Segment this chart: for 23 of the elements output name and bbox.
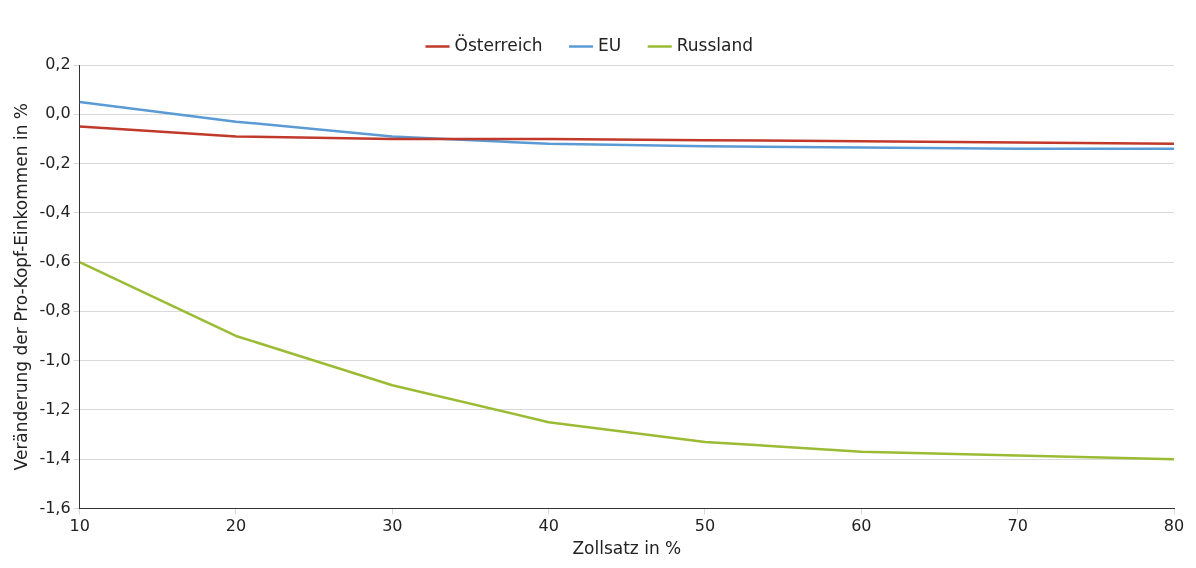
x-tick-label: 80	[1163, 516, 1185, 536]
legend-label: EU	[598, 34, 622, 55]
y-tick-label: -1,4	[39, 448, 71, 468]
x-tick-label: 40	[538, 516, 559, 536]
y-tick-label: -1,0	[39, 349, 71, 369]
x-tick-label: 20	[225, 516, 247, 536]
legend-label: Österreich	[454, 33, 543, 55]
y-tick-label: -0,8	[39, 300, 71, 320]
y-tick-label: -0,6	[39, 251, 71, 271]
y-tick-label: 0,0	[45, 103, 71, 123]
x-tick-label: 30	[382, 516, 403, 536]
y-tick-label: -0,2	[39, 152, 71, 172]
y-tick-label: -0,4	[39, 201, 71, 221]
y-tick-label: 0,2	[45, 54, 71, 74]
x-tick-label: 70	[1007, 516, 1028, 536]
x-tick-label: 60	[851, 516, 872, 536]
x-tick-label: 50	[694, 516, 716, 536]
y-tick-label: -1,2	[39, 399, 71, 419]
x-axis-title: Zollsatz in %	[572, 538, 682, 559]
legend-label: Russland	[676, 34, 753, 55]
y-tick-label: -1,6	[39, 497, 71, 517]
x-tick-label: 10	[69, 516, 90, 536]
y-axis-title: Veränderung der Pro-Kopf-Einkommen in %	[10, 103, 31, 471]
